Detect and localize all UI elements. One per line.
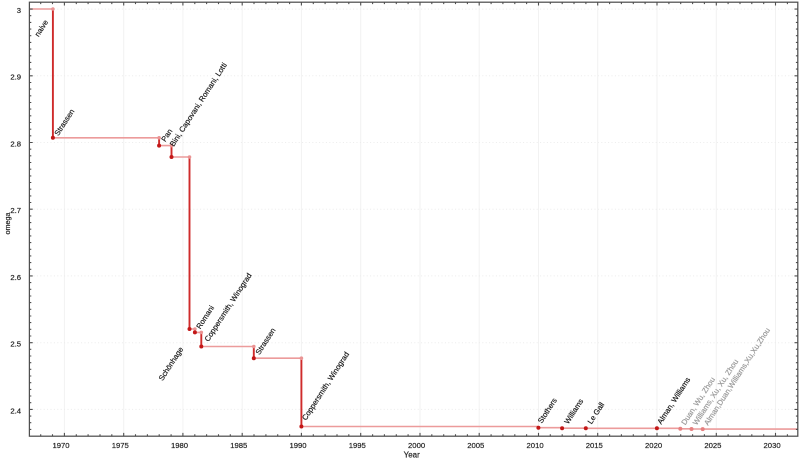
svg-text:2.5: 2.5 xyxy=(10,340,21,349)
svg-text:1970: 1970 xyxy=(52,441,69,450)
svg-text:1980: 1980 xyxy=(171,441,188,450)
svg-text:2.7: 2.7 xyxy=(10,206,21,215)
svg-text:2010: 2010 xyxy=(527,441,544,450)
svg-text:2000: 2000 xyxy=(408,441,425,450)
svg-text:2.6: 2.6 xyxy=(10,273,21,282)
svg-text:2020: 2020 xyxy=(645,441,662,450)
svg-text:2005: 2005 xyxy=(467,441,484,450)
svg-text:omega: omega xyxy=(3,213,12,235)
svg-text:2.9: 2.9 xyxy=(10,73,21,82)
svg-text:1975: 1975 xyxy=(112,441,129,450)
svg-text:2.8: 2.8 xyxy=(10,139,21,148)
svg-text:Year: Year xyxy=(404,451,421,460)
svg-text:2.4: 2.4 xyxy=(10,406,21,415)
svg-text:3: 3 xyxy=(17,6,21,15)
svg-text:1985: 1985 xyxy=(230,441,247,450)
svg-text:2025: 2025 xyxy=(704,441,721,450)
svg-text:1995: 1995 xyxy=(349,441,366,450)
svg-text:2015: 2015 xyxy=(586,441,603,450)
svg-text:1990: 1990 xyxy=(289,441,306,450)
svg-text:2030: 2030 xyxy=(764,441,781,450)
